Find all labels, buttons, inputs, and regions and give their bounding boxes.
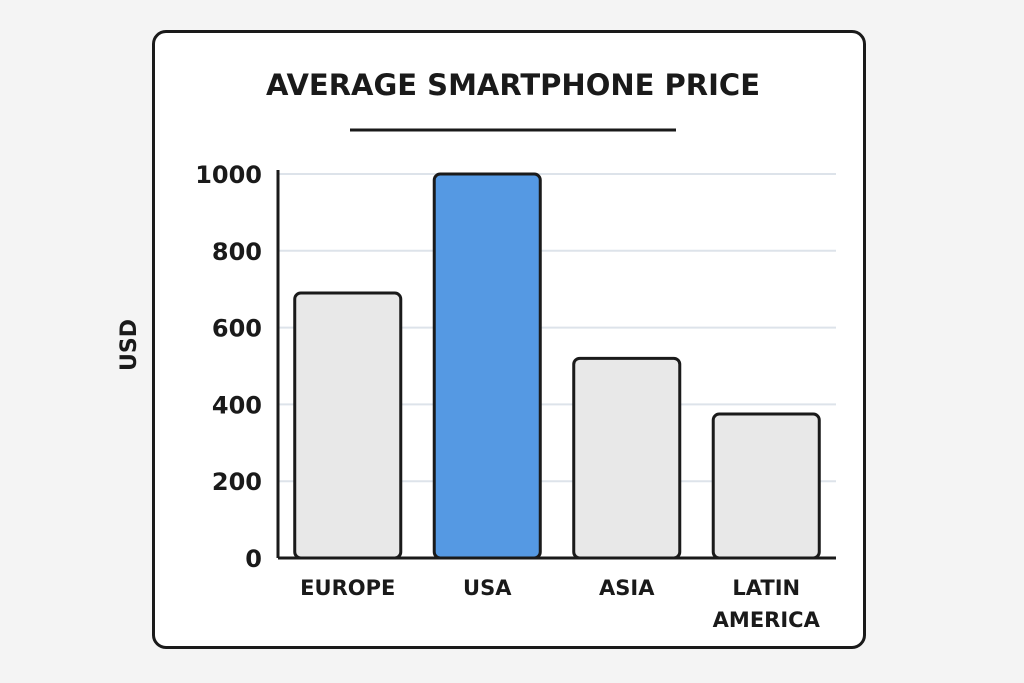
bar-europe — [293, 291, 403, 560]
y-tick-label: 400 — [212, 391, 262, 419]
bars — [293, 172, 821, 560]
category-label: USA — [463, 576, 512, 600]
category-label: EUROPE — [300, 576, 395, 600]
chart-title: AVERAGE SMARTPHONE PRICE — [266, 68, 760, 102]
bar-usa — [432, 172, 542, 560]
y-axis-label: USD — [117, 319, 142, 371]
y-tick-label: 1000 — [195, 161, 262, 189]
category-labels: EUROPE USA ASIA LATIN AMERICA — [300, 576, 820, 632]
category-label: LATIN — [732, 576, 800, 600]
axes — [276, 170, 836, 560]
category-label: AMERICA — [713, 608, 821, 632]
bar-latin-america — [711, 412, 821, 560]
y-tick-label: 0 — [245, 545, 262, 573]
y-tick-labels: 0 200 400 600 800 1000 — [195, 161, 262, 573]
category-label: ASIA — [599, 576, 655, 600]
bar-asia — [572, 356, 682, 560]
y-tick-label: 600 — [212, 315, 262, 343]
y-tick-label: 200 — [212, 468, 262, 496]
y-tick-label: 800 — [212, 238, 262, 266]
